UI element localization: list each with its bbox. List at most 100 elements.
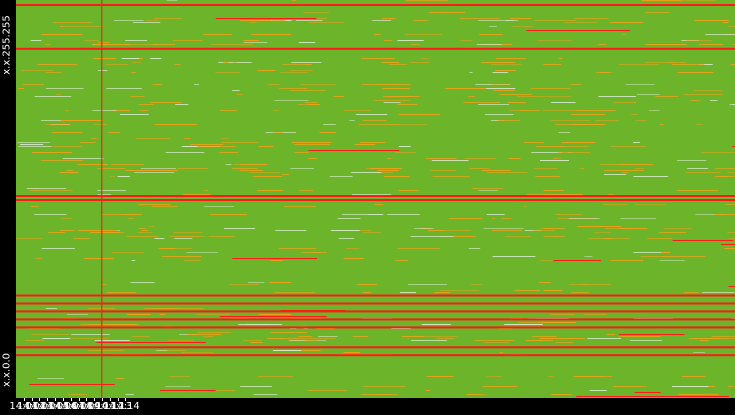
heatmap-cell [297,104,317,105]
heatmap-cell [66,170,74,171]
heatmap-cell [249,22,257,23]
heatmap-cell [270,260,283,261]
heatmap-cell [62,158,104,159]
heatmap-cell [51,146,82,147]
heatmap-vertical-event [101,0,103,398]
heatmap-cell [16,238,43,239]
heatmap-cell [486,214,505,215]
heatmap-cell [641,0,682,1]
heatmap-cell [580,284,611,285]
heatmap-cell [644,12,670,13]
heatmap-cell [498,328,513,329]
heatmap-cell [18,88,25,89]
heatmap-cell [618,334,685,335]
heatmap-cell [211,334,222,335]
heatmap-cell [395,260,409,261]
heatmap-cell [45,88,84,89]
heatmap-cell [391,84,411,85]
heatmap-cell [52,22,92,23]
heatmap-cell [384,176,410,177]
heatmap-cell [173,232,203,233]
x-tick [39,398,41,401]
heatmap-cell [279,88,308,89]
heatmap-cell [243,42,268,43]
heatmap-cell [266,338,284,339]
heatmap-cell [397,40,424,41]
heatmap-cell [398,190,419,191]
heatmap-cell [250,342,263,343]
heatmap-cell [105,324,132,325]
heatmap-cell [508,110,530,111]
heatmap-cell [505,236,531,237]
heatmap-cell [542,110,586,111]
heatmap-cell [640,256,666,257]
heatmap-cell [31,334,70,335]
heatmap-cell [510,18,531,19]
heatmap-cell [128,218,134,219]
heatmap-cell [568,218,600,219]
heatmap-cell [150,102,182,103]
heatmap-cell [724,248,735,249]
heatmap-cell [699,44,723,45]
heatmap-cell [229,284,259,285]
heatmap-cell [110,176,115,177]
heatmap-cell [589,390,607,391]
heatmap-cell [411,340,447,341]
heatmap-cell [576,396,729,397]
heatmap-cell [60,26,103,27]
heatmap-cell [482,386,518,387]
heatmap-cell [131,260,136,261]
heatmap-cell [487,172,528,173]
heatmap-cell [45,308,57,309]
heatmap-cell [553,260,601,261]
heatmap-cell [479,34,503,35]
heatmap-cell [478,20,518,21]
heatmap-cell [196,314,230,315]
heatmap-cell [543,64,561,65]
heatmap-cell [300,84,337,85]
x-tick [70,398,72,401]
heatmap-cell [290,328,297,329]
x-tick-label: 14:09 [71,401,101,412]
heatmap-cell [363,386,406,387]
heatmap-cell [291,142,332,143]
heatmap-cell [490,120,505,121]
heatmap-cell [60,230,75,231]
heatmap-cell [125,40,147,41]
heatmap-cell [361,84,397,85]
heatmap-cell [88,324,105,325]
heatmap-cell [485,114,514,115]
heatmap-cell [106,292,137,293]
heatmap-cell [51,132,83,133]
heatmap-cell [397,248,440,249]
heatmap-cell [373,172,393,173]
heatmap-cell [280,72,308,73]
heatmap-cell [274,110,279,111]
heatmap-cell [535,176,560,177]
heatmap-cell [131,62,142,63]
heatmap-cell [499,352,504,353]
heatmap-cell [478,190,498,191]
heatmap-cell [598,44,607,45]
heatmap-cell [441,236,476,237]
heatmap-cell [37,64,78,65]
heatmap-cell [698,64,713,65]
heatmap-cell [539,338,577,339]
heatmap-cell [141,230,149,231]
heatmap-cell [711,336,735,337]
heatmap-cell [460,18,501,19]
heatmap-cell [273,350,302,351]
heatmap-cell [534,168,558,169]
heatmap-cell [17,142,50,143]
heatmap-cell [472,188,503,189]
x-tick [125,398,127,401]
heatmap-cell [308,22,345,23]
heatmap-cell [106,88,142,89]
heatmap-cell [275,230,307,231]
heatmap-cell [383,102,401,103]
heatmap-cell [381,62,400,63]
heatmap-cell [121,324,139,325]
heatmap-cell [91,138,97,139]
heatmap-cell [165,152,205,153]
heatmap-cell [240,164,268,165]
